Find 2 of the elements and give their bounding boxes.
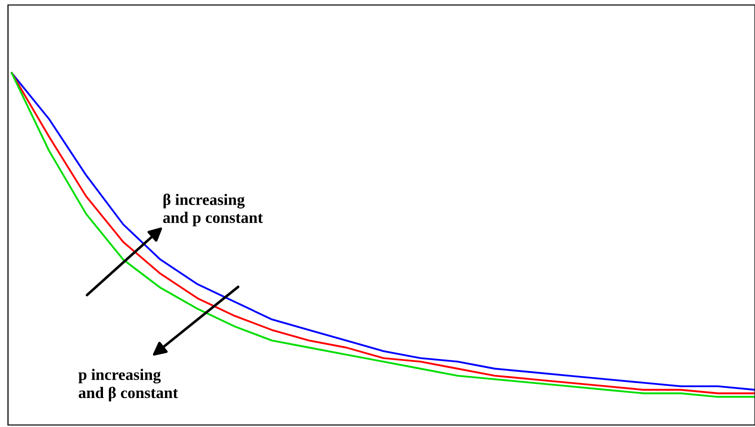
annotation: β increasing and p constant [163, 194, 263, 226]
annotation: p increasing and β constant [78, 368, 178, 402]
